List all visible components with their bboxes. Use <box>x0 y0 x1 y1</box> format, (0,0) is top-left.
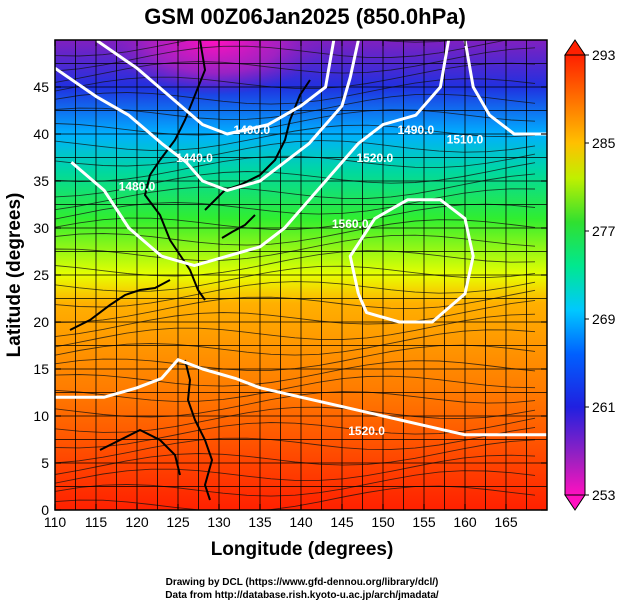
x-axis-title: Longitude (degrees) <box>211 539 394 560</box>
streamline <box>55 124 536 151</box>
y-axis-ticks: 0 5 10 15 20 25 30 35 40 45 <box>33 79 547 518</box>
x-axis-ticks: 110 115 120 125 130 135 140 145 150 155 160 165 <box>44 40 518 530</box>
colorbar-body <box>564 54 586 496</box>
streamline <box>55 153 536 182</box>
contour-label: 1560.0 <box>332 217 369 231</box>
contour-label: 1520.0 <box>348 424 385 438</box>
colorbar-bottom-arrow <box>564 494 586 511</box>
streamline <box>55 470 536 497</box>
colorbar-tick-label: 277 <box>592 223 616 239</box>
x-tick-label: 125 <box>166 514 190 530</box>
contour-line <box>348 198 475 324</box>
contour-line <box>95 40 336 136</box>
y-tick-label: 45 <box>33 79 49 95</box>
y-tick-label: 20 <box>33 314 49 330</box>
streamline <box>55 454 536 484</box>
contour-label: 1400.0 <box>233 123 270 137</box>
x-tick-label: 155 <box>412 514 436 530</box>
colorbar-tick-label: 285 <box>592 135 616 151</box>
y-tick-label: 10 <box>33 408 49 424</box>
colorbar-top-arrow <box>564 39 586 56</box>
x-tick-label: 115 <box>85 514 108 530</box>
y-tick-label: 40 <box>33 126 49 142</box>
contour-line <box>55 358 547 437</box>
contour-label: 1510.0 <box>447 132 484 146</box>
streamline <box>55 162 536 198</box>
streamline <box>55 47 536 83</box>
chart-title: GSM 00Z06Jan2025 (850.0hPa) <box>144 4 466 29</box>
streamline <box>55 360 536 387</box>
contour-label: 1440.0 <box>176 151 213 165</box>
contour-label: 1490.0 <box>397 123 434 137</box>
streamline <box>55 173 536 211</box>
contour-label: 1480.0 <box>119 179 156 193</box>
streamline <box>55 78 536 105</box>
streamline <box>55 40 509 72</box>
contour-line <box>70 40 451 268</box>
colorbar-tick-label: 253 <box>592 487 616 503</box>
y-tick-label: 30 <box>33 220 49 236</box>
credit-drawing: Drawing by DCL (https://www.gfd-dennou.o… <box>166 577 439 588</box>
streamline <box>55 391 536 418</box>
contour-label: 1520.0 <box>356 151 393 165</box>
streamline <box>55 406 536 433</box>
height-contours <box>55 40 547 437</box>
y-tick-label: 5 <box>41 455 49 471</box>
x-tick-label: 160 <box>453 514 477 530</box>
streamline <box>55 265 536 292</box>
grid <box>55 40 547 510</box>
contour-line <box>55 40 360 192</box>
colorbar-tick-label: 293 <box>592 47 616 63</box>
contour-line <box>463 40 547 136</box>
streamline <box>55 234 536 261</box>
x-tick-label: 135 <box>248 514 272 530</box>
y-tick-label: 15 <box>33 361 49 377</box>
x-tick-label: 140 <box>289 514 313 530</box>
x-tick-label: 150 <box>371 514 395 530</box>
streamline <box>55 299 536 338</box>
streamline <box>55 109 536 136</box>
colorbar-tick-label: 269 <box>592 311 616 327</box>
streamline <box>55 219 536 246</box>
y-tick-label: 0 <box>41 502 49 518</box>
y-tick-label: 25 <box>33 267 49 283</box>
coastlines <box>69 40 311 501</box>
streamline <box>55 62 536 92</box>
colorbar: 253 261 269 277 285 293 <box>564 39 616 511</box>
streamline <box>55 313 536 348</box>
x-tick-label: 145 <box>330 514 354 530</box>
streamline <box>55 250 536 277</box>
colorbar-ticks: 253 261 269 277 285 293 <box>585 47 616 503</box>
x-tick-label: 110 <box>44 514 67 530</box>
colorbar-tick-label: 261 <box>592 399 616 415</box>
y-axis-title: Latitude (degrees) <box>4 193 25 358</box>
y-tick-label: 35 <box>33 173 49 189</box>
credit-data: Data from http://database.rish.kyoto-u.a… <box>165 590 439 601</box>
streamline <box>55 426 536 464</box>
contour-labels: 1400.0 1440.0 1480.0 1490.0 1510.0 1520.0 1560… <box>119 123 484 438</box>
streamline <box>55 375 536 402</box>
x-tick-label: 165 <box>494 514 518 530</box>
x-tick-label: 120 <box>125 514 149 530</box>
x-tick-label: 130 <box>207 514 231 530</box>
streamline <box>55 281 536 308</box>
